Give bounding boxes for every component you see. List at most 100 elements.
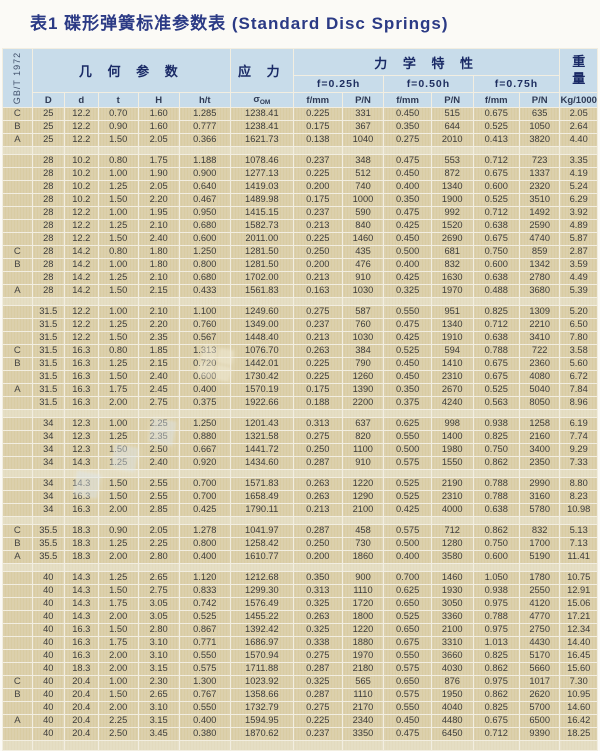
- cell: 28: [31, 193, 65, 207]
- separator-cell: [472, 469, 520, 478]
- cell: 1686.97: [229, 636, 294, 650]
- cell: 2310: [430, 490, 474, 504]
- cell: 1576.49: [229, 597, 294, 611]
- cell: 0.742: [178, 597, 231, 611]
- cell: 2310: [430, 370, 474, 384]
- cell: 0.213: [292, 271, 343, 285]
- table-row: 34 14.3 1.50 2.55 0.700 1571.83 0.263 1220 0.525…: [2, 477, 598, 491]
- cell: 40: [31, 636, 65, 650]
- cell: 723: [518, 154, 561, 168]
- cell: 18.3: [63, 537, 99, 551]
- cell: 4.40: [559, 133, 598, 147]
- cell: 0.550: [383, 430, 432, 444]
- column-header-row: D d t H h/t σOM f/mm P/N f/mm P/N f/mm P…: [3, 92, 598, 108]
- cell: 1410: [430, 357, 474, 371]
- separator-row: [2, 563, 598, 572]
- cell: 16.3: [63, 623, 99, 637]
- cell: 10.2: [63, 154, 99, 168]
- cell: 3.92: [559, 206, 598, 220]
- cell: 0.950: [178, 206, 231, 220]
- cell: 31.5: [31, 331, 65, 345]
- separator-cell: [559, 563, 598, 572]
- cell: 10.2: [63, 193, 99, 207]
- cell: 2100: [341, 503, 385, 517]
- table-row: 34 16.3 1.50 2.55 0.700 1658.49 0.263 1290 0.525…: [2, 490, 598, 504]
- cell: 3.10: [137, 701, 180, 715]
- cell: 2.05: [137, 133, 180, 147]
- cell: 1.50: [97, 623, 139, 637]
- cell: 0.638: [472, 219, 520, 233]
- separator-cell: [383, 409, 432, 418]
- cell: 0.213: [292, 503, 343, 517]
- cell: 1041.97: [229, 524, 294, 538]
- cell: 637: [341, 417, 385, 431]
- cell: 16.3: [63, 383, 99, 397]
- cell: 16.45: [559, 649, 598, 663]
- header-stress: 应 力: [229, 48, 294, 93]
- separator-cell: [31, 563, 65, 572]
- series-label: [2, 331, 33, 345]
- cell: 12.2: [63, 133, 99, 147]
- separator-cell: [430, 409, 474, 418]
- cell: 0.188: [292, 396, 343, 410]
- table-row: 28 12.2 1.25 2.10 0.680 1582.73 0.213 840 0.425 1…: [2, 219, 598, 233]
- series-label: [2, 477, 33, 491]
- cell: 2350: [518, 456, 561, 470]
- cell: 9.29: [559, 443, 598, 457]
- separator-cell: [137, 469, 180, 478]
- cell: 16.3: [63, 490, 99, 504]
- cell: 1.85: [137, 344, 180, 358]
- cell: 2.25: [137, 417, 180, 431]
- series-label: C: [2, 245, 33, 259]
- cell: 0.600: [178, 370, 231, 384]
- cell: 14.2: [63, 258, 99, 272]
- cell: 1561.83: [229, 284, 294, 298]
- cell: 0.771: [178, 636, 231, 650]
- cell: 0.867: [178, 623, 231, 637]
- cell: 1980: [430, 443, 474, 457]
- table-row: 28 14.2 1.25 2.10 0.680 1702.00 0.213 910 0.425 1…: [2, 271, 598, 285]
- cell: 0.675: [472, 107, 520, 121]
- separator-cell: [518, 469, 561, 478]
- cell: 0.525: [383, 490, 432, 504]
- cell: 0.712: [472, 154, 520, 168]
- cell: 1.25: [97, 456, 139, 470]
- cell: 1.100: [178, 305, 231, 319]
- table-row: 40 14.3 1.50 2.75 0.833 1299.30 0.313 1110 0.625…: [2, 584, 598, 598]
- cell: 5780: [518, 503, 561, 517]
- separator-cell: [341, 146, 385, 155]
- cell: 722: [518, 344, 561, 358]
- series-label: [2, 167, 33, 181]
- cell: 35.5: [31, 524, 65, 538]
- separator-cell: [341, 297, 385, 306]
- table-row: A 28 14.2 1.50 2.15 0.433 1561.83 0.163 1030 0.32…: [2, 284, 598, 298]
- separator-cell: [518, 563, 561, 572]
- cell: 0.275: [292, 305, 343, 319]
- cell: 1358.66: [229, 688, 294, 702]
- cell: 0.70: [97, 107, 139, 121]
- separator-cell: [63, 516, 99, 525]
- cell: 1.188: [178, 154, 231, 168]
- cell: 0.200: [292, 550, 343, 564]
- cell: 5170: [518, 649, 561, 663]
- cell: 1870.62: [229, 727, 294, 741]
- cell: 1780: [518, 571, 561, 585]
- cell: 1.80: [137, 258, 180, 272]
- cell: 0.237: [292, 727, 343, 741]
- cell: 1.25: [97, 571, 139, 585]
- cell: 1970: [430, 284, 474, 298]
- cell: 0.90: [97, 120, 139, 134]
- cell: 0.163: [292, 284, 343, 298]
- separator-row: [2, 146, 598, 155]
- cell: 0.325: [292, 623, 343, 637]
- cell: 2.55: [137, 490, 180, 504]
- separator-cell: [472, 563, 520, 572]
- cell: 1550: [430, 456, 474, 470]
- cell: 31.5: [31, 370, 65, 384]
- cell: 2.35: [137, 331, 180, 345]
- header-weight-bottom: 量: [572, 70, 586, 86]
- cell: 2.15: [137, 284, 180, 298]
- cell: 1455.22: [229, 610, 294, 624]
- separator-cell: [2, 516, 33, 525]
- cell: 0.225: [292, 107, 343, 121]
